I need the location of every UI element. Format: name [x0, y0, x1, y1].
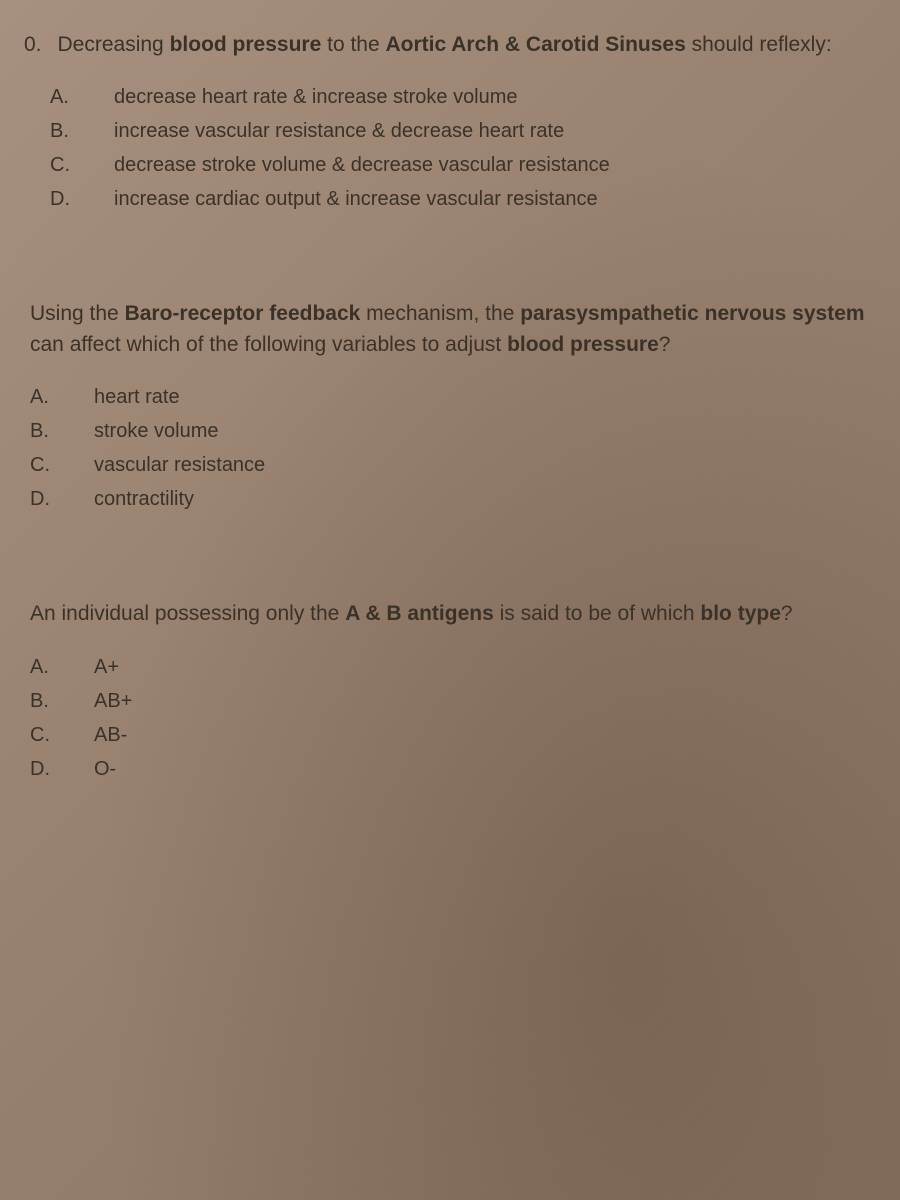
option-text: vascular resistance	[94, 450, 265, 480]
option-text: decrease heart rate & increase stroke vo…	[114, 82, 518, 112]
option-row: C.AB-	[30, 720, 890, 750]
options-list: A.heart rateB.stroke volumeC.vascular re…	[30, 382, 890, 514]
option-row: D.increase cardiac output & increase vas…	[50, 184, 890, 214]
option-letter: A.	[30, 652, 94, 682]
option-row: B.increase vascular resistance & decreas…	[50, 116, 890, 146]
option-row: C.decrease stroke volume & decrease vasc…	[50, 150, 890, 180]
option-letter: C.	[50, 150, 114, 180]
option-row: A.heart rate	[30, 382, 890, 412]
option-letter: B.	[30, 686, 94, 716]
option-text: contractility	[94, 484, 194, 514]
option-text: decrease stroke volume & decrease vascul…	[114, 150, 610, 180]
option-row: A.decrease heart rate & increase stroke …	[50, 82, 890, 112]
option-letter: B.	[50, 116, 114, 146]
question-block: An individual possessing only the A & B …	[30, 599, 890, 783]
option-letter: B.	[30, 416, 94, 446]
option-row: A.A+	[30, 652, 890, 682]
option-text: stroke volume	[94, 416, 219, 446]
option-text: heart rate	[94, 382, 180, 412]
option-letter: A.	[30, 382, 94, 412]
option-text: AB+	[94, 686, 132, 716]
question-header: 0.Decreasing blood pressure to the Aorti…	[30, 30, 890, 60]
option-row: B.stroke volume	[30, 416, 890, 446]
option-letter: D.	[30, 754, 94, 784]
question-text: An individual possessing only the A & B …	[30, 599, 890, 629]
option-letter: D.	[30, 484, 94, 514]
option-text: increase cardiac output & increase vascu…	[114, 184, 598, 214]
option-row: B.AB+	[30, 686, 890, 716]
option-row: D.contractility	[30, 484, 890, 514]
exam-page: 0.Decreasing blood pressure to the Aorti…	[30, 30, 890, 784]
option-text: O-	[94, 754, 116, 784]
option-letter: C.	[30, 450, 94, 480]
options-list: A.decrease heart rate & increase stroke …	[30, 82, 890, 214]
options-list: A.A+B.AB+C.AB-D.O-	[30, 652, 890, 784]
question-number: 0.	[24, 30, 42, 59]
option-text: A+	[94, 652, 119, 682]
option-row: D.O-	[30, 754, 890, 784]
option-letter: C.	[30, 720, 94, 750]
option-letter: D.	[50, 184, 114, 214]
question-block: Using the Baro-receptor feedback mechani…	[30, 299, 890, 514]
option-letter: A.	[50, 82, 114, 112]
option-row: C.vascular resistance	[30, 450, 890, 480]
option-text: AB-	[94, 720, 127, 750]
question-text: Decreasing blood pressure to the Aortic …	[58, 30, 832, 60]
question-text: Using the Baro-receptor feedback mechani…	[30, 299, 890, 360]
option-text: increase vascular resistance & decrease …	[114, 116, 564, 146]
question-block: 0.Decreasing blood pressure to the Aorti…	[30, 30, 890, 214]
